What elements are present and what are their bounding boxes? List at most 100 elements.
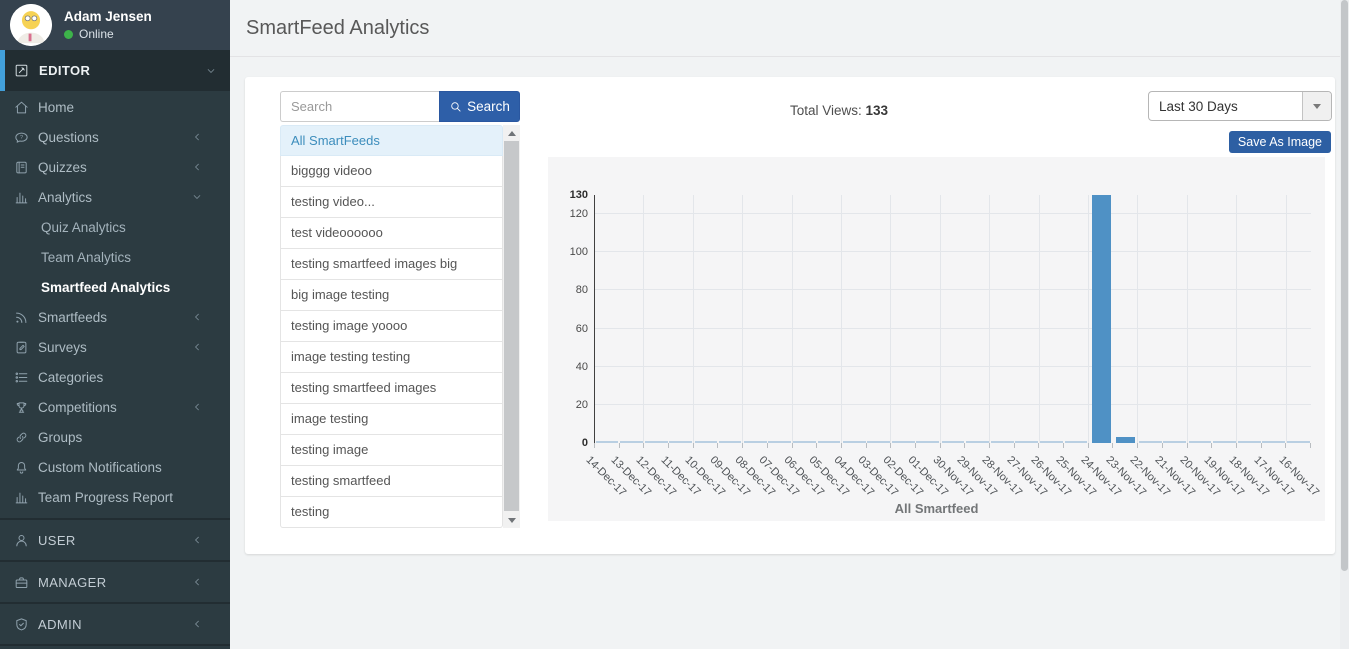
list-item[interactable]: testing image yoooo	[280, 311, 503, 342]
bar-slot	[718, 195, 742, 443]
list-item[interactable]: testing video...	[280, 187, 503, 218]
bar	[596, 441, 619, 443]
search-button-label: Search	[467, 99, 510, 114]
list-item[interactable]: bigggg videoo	[280, 156, 503, 187]
chevron-left-icon	[192, 342, 216, 352]
editor-icon	[14, 63, 29, 78]
list-item[interactable]: image testing testing	[280, 342, 503, 373]
list-item[interactable]: testing smartfeed images	[280, 373, 503, 404]
sidebar-item-quiz-analytics[interactable]: Quiz Analytics	[0, 212, 230, 242]
page-scrollbar[interactable]	[1340, 0, 1349, 649]
bar-chart: 020406080100120130 14-Dec-1713-Dec-1712-…	[548, 157, 1325, 521]
svg-text:?: ?	[20, 135, 23, 141]
sidebar-item-surveys[interactable]: Surveys	[0, 332, 230, 362]
sidebar-item-label: Competitions	[38, 400, 192, 415]
main-content: SmartFeed Analytics Search All SmartFeed…	[230, 0, 1349, 649]
sidebar-item-categories[interactable]: Categories	[0, 362, 230, 392]
sidebar-item-label: Smartfeeds	[38, 310, 192, 325]
chevron-left-icon	[192, 162, 216, 172]
chevron-down-icon	[206, 66, 216, 76]
sidebar-item-groups[interactable]: Groups	[0, 422, 230, 452]
sidebar-section-editor[interactable]: EDITOR	[0, 50, 230, 91]
bar-slot	[1261, 195, 1285, 443]
home-icon	[14, 100, 38, 115]
bar	[793, 441, 816, 443]
categories-icon	[14, 370, 38, 385]
sidebar-section-label: ADMIN	[38, 617, 192, 632]
sidebar-item-analytics[interactable]: Analytics	[0, 182, 230, 212]
sidebar-section-manager[interactable]: MANAGER	[0, 560, 230, 602]
total-views-value: 133	[866, 103, 889, 118]
list-item[interactable]: test videoooooo	[280, 218, 503, 249]
sidebar-item-label: Quizzes	[38, 160, 192, 175]
bar-slot	[619, 195, 643, 443]
chevron-down-icon[interactable]	[1302, 92, 1331, 120]
sidebar-role-sections: USERMANAGER ADMIN	[0, 518, 230, 644]
user-icon	[14, 533, 38, 548]
scrollbar-thumb[interactable]	[504, 141, 519, 511]
bar	[1116, 437, 1135, 443]
x-axis-labels: 14-Dec-1713-Dec-1712-Dec-1711-Dec-1710-D…	[594, 448, 1311, 501]
sidebar-menu: Home? Questions Quizzes AnalyticsQuiz Analy…	[0, 91, 230, 512]
search-button[interactable]: Search	[439, 91, 520, 122]
list-item[interactable]: big image testing	[280, 280, 503, 311]
list-item[interactable]: testing smartfeed images big	[280, 249, 503, 280]
user-name: Adam Jensen	[64, 9, 152, 24]
bar-slot	[940, 195, 965, 443]
bar	[1065, 441, 1088, 443]
bar	[620, 441, 643, 443]
sidebar-item-smartfeed-analytics[interactable]: Smartfeed Analytics	[0, 272, 230, 302]
bar-slot	[693, 195, 718, 443]
list-item[interactable]: testing	[280, 497, 503, 528]
bar-slot	[1187, 195, 1212, 443]
briefcase-icon	[14, 575, 38, 590]
bar	[744, 441, 767, 443]
y-axis-label: 40	[576, 361, 588, 373]
bar-slot	[1137, 195, 1162, 443]
list-item[interactable]: testing image	[280, 435, 503, 466]
sidebar-section-user[interactable]: USER	[0, 518, 230, 560]
sidebar-item-quizzes[interactable]: Quizzes	[0, 152, 230, 182]
bar-slot	[1064, 195, 1088, 443]
bar-slot	[767, 195, 791, 443]
list-item[interactable]: testing smartfeed	[280, 466, 503, 497]
list-scrollbar[interactable]	[503, 125, 520, 528]
sidebar-item-label: Groups	[38, 430, 216, 445]
sidebar-item-team-analytics[interactable]: Team Analytics	[0, 242, 230, 272]
list-item[interactable]: image testing	[280, 404, 503, 435]
scroll-down-icon[interactable]	[503, 512, 520, 528]
bar	[645, 441, 668, 443]
bar	[669, 441, 692, 443]
bar	[1163, 441, 1186, 443]
sidebar-item-label: Questions	[38, 130, 192, 145]
save-as-image-button[interactable]: Save As Image	[1229, 131, 1331, 153]
bar-slot	[841, 195, 866, 443]
bar-slot	[1163, 195, 1187, 443]
bar	[916, 441, 939, 443]
chevron-left-icon	[192, 577, 216, 587]
bar-slot	[890, 195, 915, 443]
chart-bars-icon	[14, 490, 38, 505]
bar	[1287, 441, 1310, 443]
page-scrollbar-thumb[interactable]	[1341, 0, 1348, 571]
sidebar-item-team-progress-report[interactable]: Team Progress Report	[0, 482, 230, 512]
range-dropdown[interactable]: Last 30 Days	[1148, 91, 1332, 121]
bar	[1139, 441, 1162, 443]
sidebar-item-custom-notifications[interactable]: Custom Notifications	[0, 452, 230, 482]
sidebar-item-label: Custom Notifications	[38, 460, 216, 475]
sidebar-item-home[interactable]: Home	[0, 92, 230, 122]
bar-slot	[1039, 195, 1064, 443]
quizzes-icon	[14, 160, 38, 175]
sidebar-section-admin[interactable]: ADMIN	[0, 602, 230, 644]
bar	[1189, 441, 1212, 443]
sidebar-item-smartfeeds[interactable]: Smartfeeds	[0, 302, 230, 332]
bar-slot	[817, 195, 841, 443]
sidebar-item-competitions[interactable]: Competitions	[0, 392, 230, 422]
y-axis-label: 130	[570, 189, 588, 201]
smartfeed-list-column: Search All SmartFeedsbigggg videootestin…	[280, 91, 520, 540]
scroll-up-icon[interactable]	[503, 125, 520, 141]
sidebar-item-label: Surveys	[38, 340, 192, 355]
sidebar-item-questions[interactable]: ? Questions	[0, 122, 230, 152]
search-input[interactable]	[280, 91, 439, 122]
list-item[interactable]: All SmartFeeds	[280, 125, 503, 156]
